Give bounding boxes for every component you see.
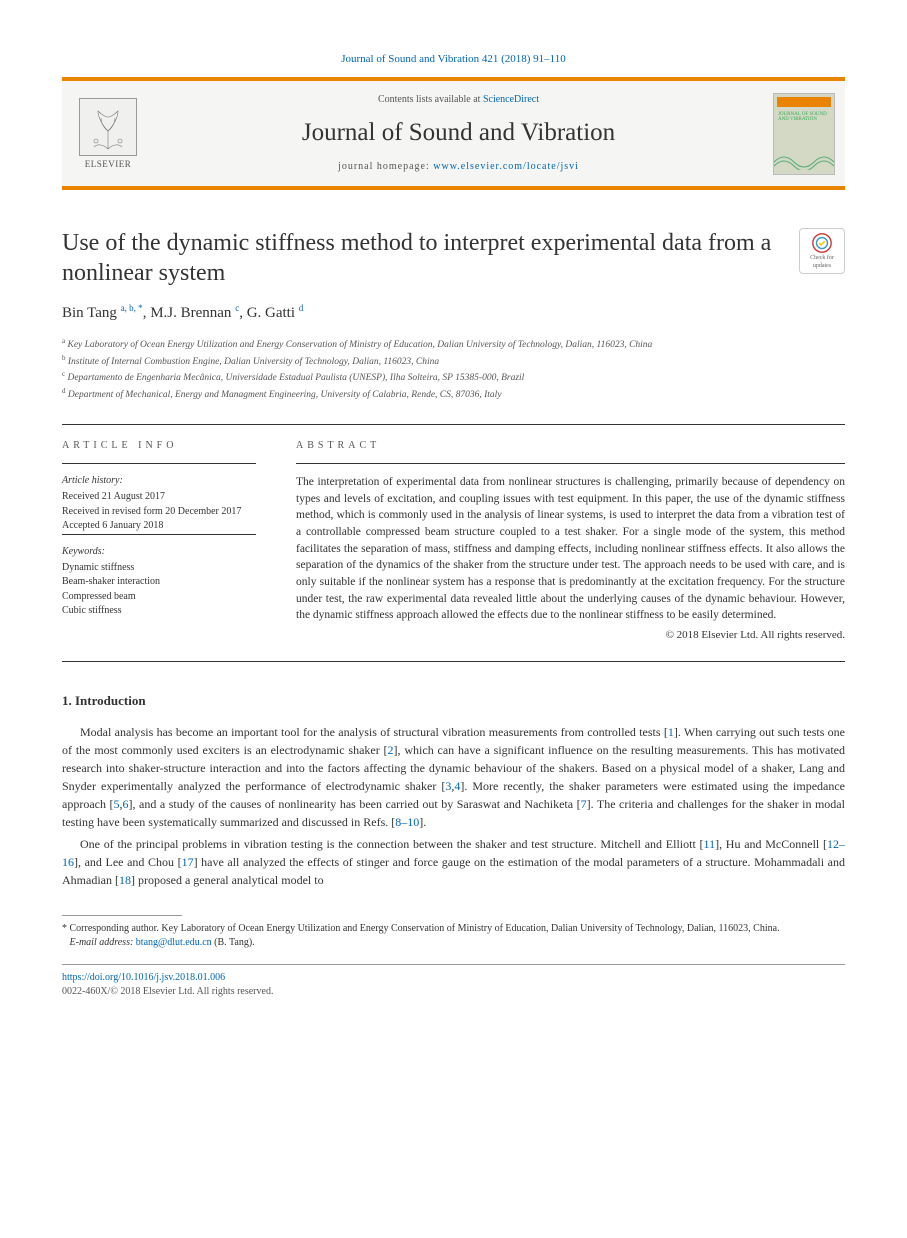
section-1-heading: 1. Introduction bbox=[62, 692, 845, 710]
journal-name: Journal of Sound and Vibration bbox=[152, 115, 765, 150]
affil-c: c Departamento de Engenharia Mecânica, U… bbox=[62, 369, 845, 385]
journal-cover-thumb[interactable]: JOURNAL OF SOUND AND VIBRATION bbox=[773, 93, 835, 175]
author-1: Bin Tang a, b, * bbox=[62, 305, 143, 321]
accepted-date: Accepted 6 January 2018 bbox=[62, 519, 256, 534]
article-info-column: ARTICLE INFO Article history: Received 2… bbox=[62, 425, 274, 657]
cover-label: JOURNAL OF SOUND AND VIBRATION bbox=[778, 112, 834, 123]
footnote-rule bbox=[62, 915, 182, 916]
keywords-label: Keywords: bbox=[62, 545, 256, 559]
email-footnote: E-mail address: btang@dlut.edu.cn (B. Ta… bbox=[62, 936, 845, 950]
issn-copyright: 0022-460X/© 2018 Elsevier Ltd. All right… bbox=[62, 985, 845, 999]
abstract-copyright: © 2018 Elsevier Ltd. All rights reserved… bbox=[296, 628, 845, 643]
intro-para-2: One of the principal problems in vibrati… bbox=[62, 835, 845, 889]
elsevier-tree-icon bbox=[79, 98, 137, 156]
abstract-text: The interpretation of experimental data … bbox=[296, 474, 845, 624]
homepage-prefix: journal homepage: bbox=[338, 161, 433, 172]
abstract-heading: ABSTRACT bbox=[296, 439, 845, 453]
ref-8-10[interactable]: 8–10 bbox=[395, 815, 419, 829]
received-date: Received 21 August 2017 bbox=[62, 490, 256, 505]
keyword-2: Beam-shaker interaction bbox=[62, 575, 256, 590]
crossmark-icon bbox=[811, 232, 833, 254]
ref-18[interactable]: 18 bbox=[119, 873, 131, 887]
email-link[interactable]: btang@dlut.edu.cn bbox=[136, 937, 212, 948]
keyword-1: Dynamic stiffness bbox=[62, 561, 256, 576]
elsevier-logo[interactable]: ELSEVIER bbox=[72, 93, 144, 175]
author-3: G. Gatti d bbox=[247, 305, 304, 321]
doi-link[interactable]: https://doi.org/10.1016/j.jsv.2018.01.00… bbox=[62, 971, 845, 985]
bottom-rule bbox=[62, 964, 845, 965]
article-info-heading: ARTICLE INFO bbox=[62, 439, 256, 453]
abstract-column: ABSTRACT The interpretation of experimen… bbox=[274, 425, 845, 657]
keyword-3: Compressed beam bbox=[62, 590, 256, 605]
check-updates-badge[interactable]: Check for updates bbox=[799, 228, 845, 274]
homepage-url[interactable]: www.elsevier.com/locate/jsvi bbox=[433, 161, 579, 172]
contents-available: Contents lists available at ScienceDirec… bbox=[152, 93, 765, 107]
corresponding-author-footnote: * Corresponding author. Key Laboratory o… bbox=[62, 922, 845, 936]
check-line2: updates bbox=[813, 262, 831, 270]
keyword-4: Cubic stiffness bbox=[62, 604, 256, 619]
author-list: Bin Tang a, b, *, M.J. Brennan c, G. Gat… bbox=[62, 302, 845, 324]
top-citation: Journal of Sound and Vibration 421 (2018… bbox=[62, 52, 845, 67]
intro-para-1: Modal analysis has become an important t… bbox=[62, 723, 845, 831]
affil-a: a Key Laboratory of Ocean Energy Utiliza… bbox=[62, 336, 845, 352]
elsevier-label: ELSEVIER bbox=[85, 158, 132, 171]
history-label: Article history: bbox=[62, 474, 256, 488]
sciencedirect-link[interactable]: ScienceDirect bbox=[483, 94, 539, 105]
check-line1: Check for bbox=[810, 254, 834, 262]
ref-17[interactable]: 17 bbox=[182, 855, 194, 869]
author-2: M.J. Brennan c bbox=[150, 305, 239, 321]
article-title: Use of the dynamic stiffness method to i… bbox=[62, 228, 799, 288]
affil-d: d Department of Mechanical, Energy and M… bbox=[62, 386, 845, 402]
journal-header: ELSEVIER Contents lists available at Sci… bbox=[62, 77, 845, 190]
journal-homepage: journal homepage: www.elsevier.com/locat… bbox=[152, 160, 765, 174]
contents-prefix: Contents lists available at bbox=[378, 94, 483, 105]
revised-date: Received in revised form 20 December 201… bbox=[62, 505, 256, 520]
affiliations: a Key Laboratory of Ocean Energy Utiliza… bbox=[62, 336, 845, 402]
ref-11[interactable]: 11 bbox=[704, 837, 716, 851]
affil-b: b Institute of Internal Combustion Engin… bbox=[62, 353, 845, 369]
